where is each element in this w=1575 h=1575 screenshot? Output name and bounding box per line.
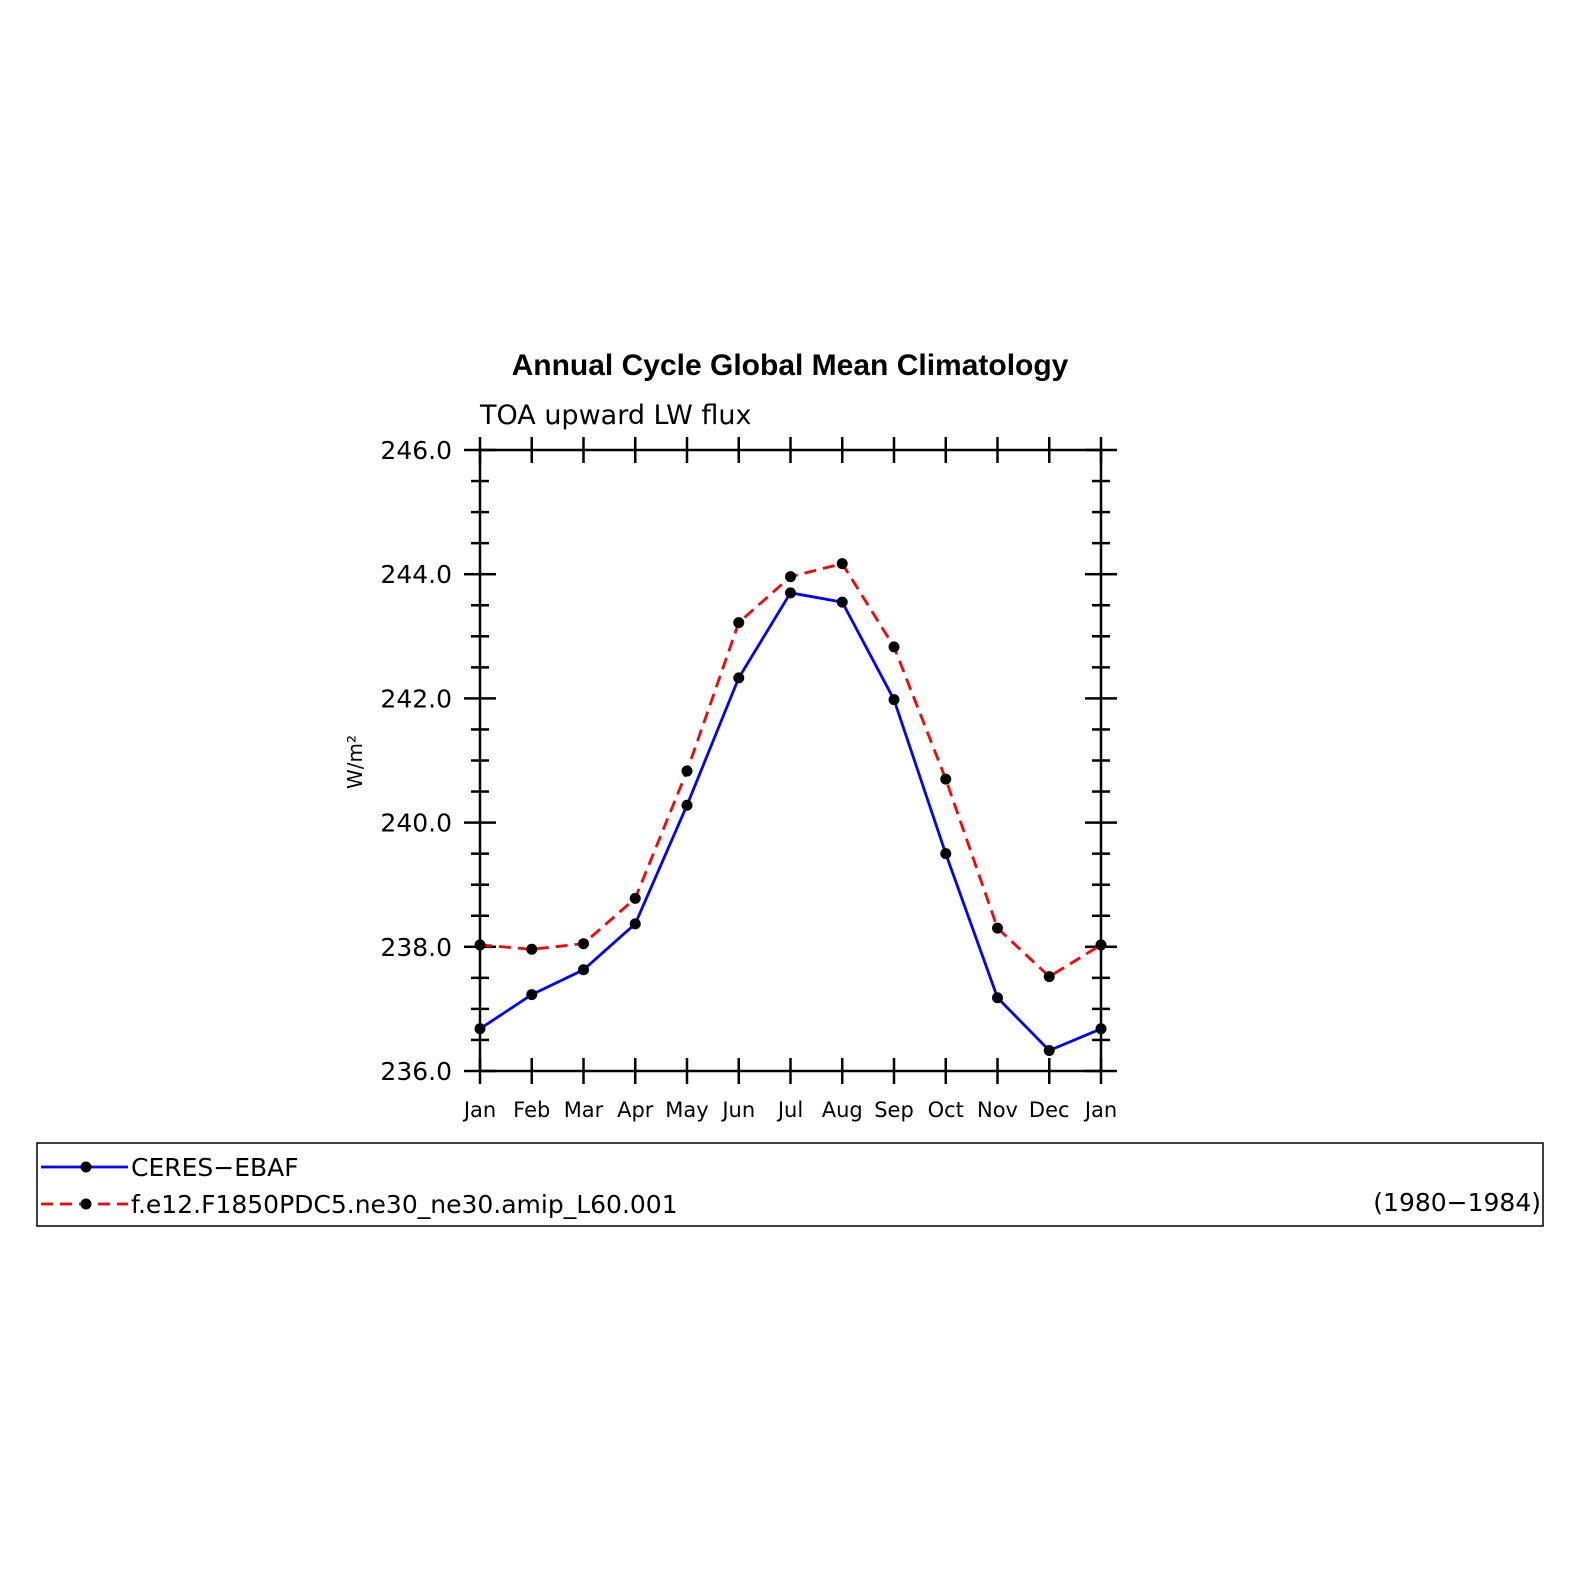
data-point [474, 1023, 486, 1035]
legend-label: CERES−EBAF [131, 1153, 299, 1182]
data-point [1095, 939, 1107, 951]
chart-subtitle: TOA upward LW flux [479, 400, 752, 431]
legend-label: f.e12.F1850PDC5.ne30_ne30.amip_L60.001 [131, 1190, 678, 1219]
data-point [1043, 1045, 1055, 1057]
data-point [888, 694, 900, 706]
data-point [1043, 971, 1055, 983]
y-tick-label: 240.0 [380, 809, 452, 838]
data-point [940, 773, 952, 785]
legend-note: (1980−1984) [1373, 1188, 1541, 1217]
legend-frame [36, 1142, 1544, 1227]
data-point [992, 922, 1003, 934]
x-tick-label: Feb [513, 1098, 550, 1122]
x-tick-label: Sep [874, 1098, 914, 1122]
x-tick-label: Aug [822, 1098, 863, 1122]
series-line-1 [479, 562, 1102, 979]
x-tick-label: Jan [1083, 1098, 1117, 1122]
plot-frame [478, 448, 1103, 1073]
x-tick-label: Nov [977, 1098, 1018, 1122]
data-point [578, 938, 589, 950]
data-point [474, 939, 486, 951]
legend-marker [80, 1198, 92, 1210]
legend-marker [80, 1161, 92, 1173]
x-tick-label: May [665, 1098, 708, 1122]
data-point [629, 892, 641, 904]
data-point [992, 992, 1003, 1004]
data-point [526, 989, 538, 1001]
y-axis-label: W/m² [343, 735, 367, 789]
data-point [836, 558, 848, 570]
y-tick-label: 246.0 [380, 436, 452, 465]
x-tick-label: Jun [720, 1098, 755, 1122]
data-point [888, 641, 900, 653]
data-point [836, 596, 848, 608]
data-point [940, 848, 952, 860]
data-point [629, 918, 641, 930]
data-point [681, 799, 693, 811]
data-point [578, 964, 589, 976]
data-point [785, 571, 796, 583]
data-point [526, 943, 538, 955]
data-point [733, 672, 745, 684]
chart-title: Annual Cycle Global Mean Climatology [512, 349, 1069, 382]
legend-entries: CERES−EBAF f.e12.F1850PDC5.ne30_ne30.amip… [41, 1153, 678, 1219]
x-tick-label: Jul [776, 1098, 803, 1122]
data-point [681, 765, 693, 777]
y-tick-label: 236.0 [380, 1057, 452, 1086]
y-tick-label: 242.0 [380, 684, 452, 713]
series-layer [474, 558, 1107, 1057]
axes-layer: Jan Feb Mar Apr May Jun Jul Aug Sep Oct Nov Dec Jan 2… [380, 436, 1117, 1122]
x-tick-label: Jan [462, 1098, 496, 1122]
x-tick-label: Apr [617, 1098, 654, 1122]
y-tick-label: 244.0 [380, 560, 452, 589]
y-tick-label: 238.0 [380, 933, 452, 962]
x-tick-label: Oct [928, 1098, 964, 1122]
data-point [785, 587, 796, 599]
data-point [733, 617, 745, 629]
x-tick-label: Mar [564, 1098, 604, 1122]
x-tick-label: Dec [1029, 1098, 1070, 1122]
series-line-0 [479, 591, 1102, 1053]
legend-box: CERES−EBAF f.e12.F1850PDC5.ne30_ne30.amip… [36, 1142, 1544, 1227]
data-point [1095, 1023, 1107, 1035]
